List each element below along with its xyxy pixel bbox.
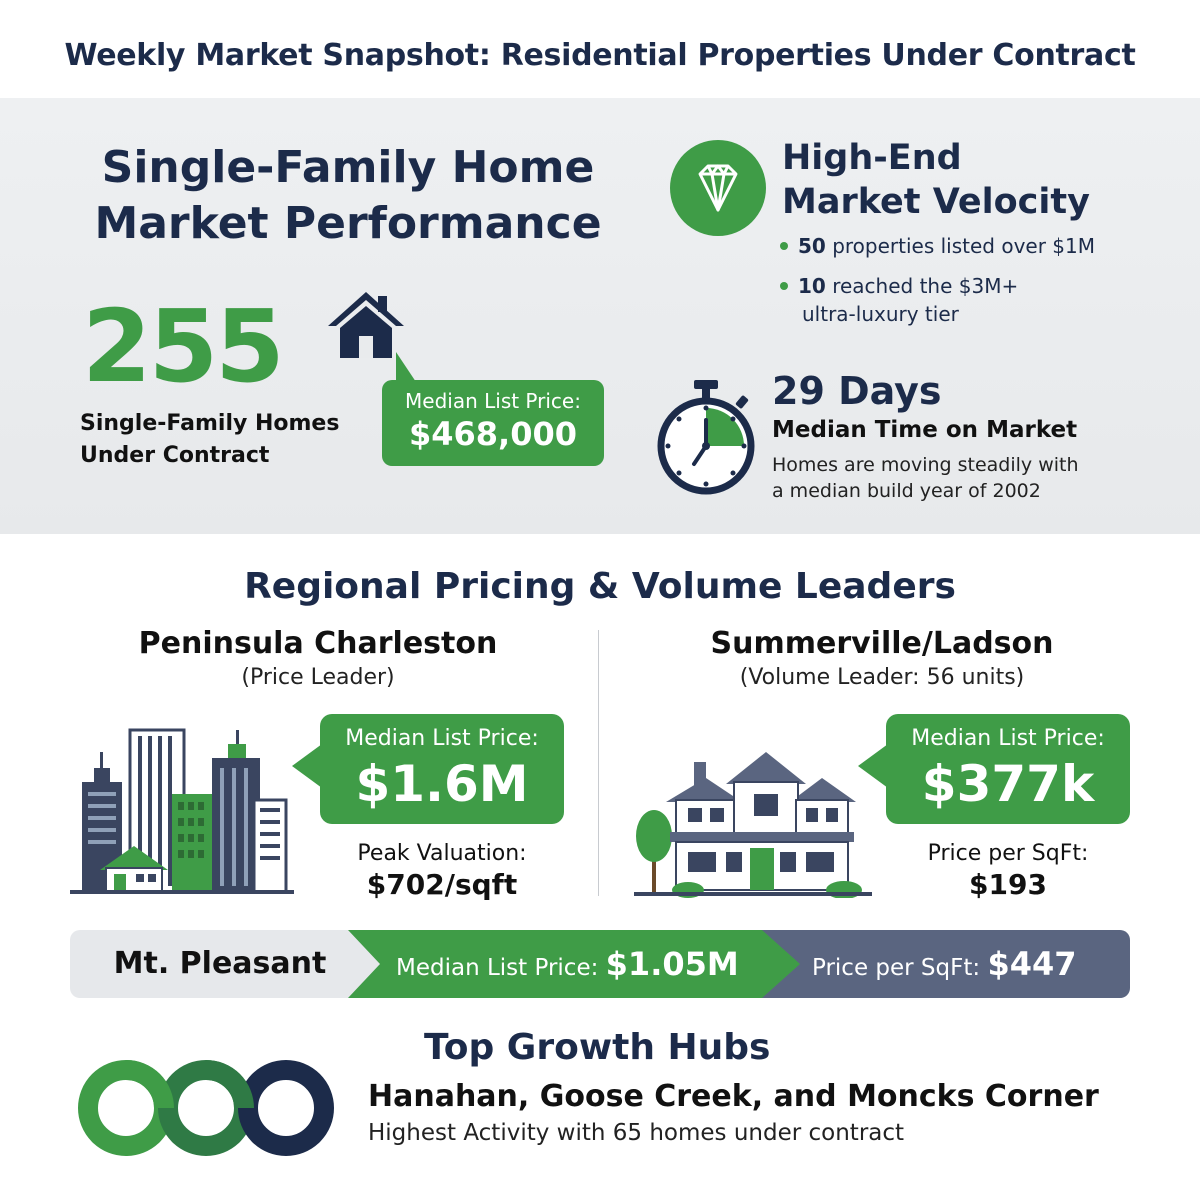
mt-pleasant-sqft-label: Price per SqFt: bbox=[812, 955, 988, 981]
single-family-heading: Single-Family Home Market Performance bbox=[68, 140, 628, 252]
high-end-heading-line1: High-End bbox=[782, 138, 962, 178]
peninsula-metric-label: Peak Valuation: bbox=[357, 841, 527, 866]
single-family-count: 255 bbox=[82, 288, 285, 405]
bullet1-value: 50 bbox=[798, 234, 826, 258]
mt-pleasant-arrows bbox=[348, 930, 1130, 998]
peninsula-price-bubble: Median List Price: $1.6M bbox=[320, 714, 564, 824]
summerville-metric-label: Price per SqFt: bbox=[927, 841, 1089, 866]
bullet1-text: properties listed over $1M bbox=[825, 234, 1096, 258]
count-label-line2: Under Contract bbox=[80, 443, 270, 468]
high-end-bullet-2-continued: ultra-luxury tier bbox=[802, 302, 959, 326]
stopwatch-icon bbox=[657, 380, 755, 495]
suburban-house-icon bbox=[634, 752, 872, 898]
median-price-label: Median List Price: bbox=[405, 389, 581, 413]
high-end-heading: High-End Market Velocity bbox=[782, 136, 1090, 224]
peninsula-bubble-tail bbox=[292, 744, 322, 788]
house-icon bbox=[328, 292, 404, 358]
mt-pleasant-sqft: Price per SqFt: $447 bbox=[812, 930, 1077, 998]
peninsula-metric-value: $702/sqft bbox=[366, 868, 518, 901]
summerville-metric-value: $193 bbox=[969, 868, 1047, 901]
bullet-dot bbox=[780, 281, 788, 290]
bullet2-text: reached the $3M+ bbox=[825, 274, 1019, 298]
peninsula-subtitle: (Price Leader) bbox=[241, 665, 395, 690]
growth-heading: Top Growth Hubs bbox=[424, 1027, 771, 1068]
high-end-bullet-1: 50 properties listed over $1M bbox=[780, 232, 1095, 260]
growth-description: Highest Activity with 65 homes under con… bbox=[368, 1120, 905, 1146]
diamond-icon bbox=[670, 140, 766, 236]
median-price-value: $468,000 bbox=[408, 415, 577, 453]
single-family-heading-line1: Single-Family Home bbox=[101, 142, 595, 193]
page-title: Weekly Market Snapshot: Residential Prop… bbox=[64, 38, 1136, 73]
summerville-price-value: $377k bbox=[921, 755, 1095, 813]
count-label-line1: Single-Family Homes bbox=[80, 411, 340, 436]
high-end-bullet-2: 10 reached the $3M+ bbox=[780, 272, 1018, 300]
days-desc-line1: Homes are moving steadily with bbox=[772, 454, 1079, 476]
mt-pleasant-name: Mt. Pleasant bbox=[113, 946, 327, 981]
median-price-bubble: Median List Price: $468,000 bbox=[382, 380, 604, 466]
peninsula-price-value: $1.6M bbox=[355, 755, 529, 813]
single-family-heading-line2: Market Performance bbox=[94, 198, 602, 249]
mt-pleasant-sqft-value: $447 bbox=[987, 945, 1077, 983]
summerville-price-label: Median List Price: bbox=[911, 726, 1105, 751]
section-divider bbox=[598, 630, 599, 896]
mt-pleasant-price-value: $1.05M bbox=[605, 945, 739, 983]
single-family-count-label: Single-Family Homes Under Contract bbox=[80, 408, 339, 472]
summerville-price-bubble: Median List Price: $377k bbox=[886, 714, 1130, 824]
mt-pleasant-price: Median List Price: $1.05M bbox=[396, 930, 739, 998]
days-desc-line2: a median build year of 2002 bbox=[772, 480, 1041, 502]
peninsula-name: Peninsula Charleston bbox=[138, 626, 498, 661]
bullet-dot bbox=[780, 241, 788, 250]
price-bubble-tail bbox=[396, 352, 416, 382]
days-on-market-value: 29 Days bbox=[772, 369, 942, 413]
summerville-subtitle: (Volume Leader: 56 units) bbox=[739, 665, 1025, 690]
city-buildings-icon bbox=[70, 728, 294, 894]
mt-pleasant-price-label: Median List Price: bbox=[396, 955, 606, 981]
summerville-name: Summerville/Ladson bbox=[710, 626, 1054, 661]
growth-places: Hanahan, Goose Creek, and Moncks Corner bbox=[368, 1079, 1099, 1114]
peninsula-price-label: Median List Price: bbox=[345, 726, 539, 751]
days-on-market-label: Median Time on Market bbox=[772, 417, 1078, 443]
bullet2-value: 10 bbox=[798, 274, 826, 298]
high-end-heading-line2: Market Velocity bbox=[782, 182, 1090, 222]
days-on-market-description: Homes are moving steadily with a median … bbox=[772, 452, 1152, 504]
rings-icon bbox=[78, 1060, 334, 1156]
summerville-bubble-tail bbox=[858, 744, 888, 788]
regional-heading: Regional Pricing & Volume Leaders bbox=[244, 566, 956, 607]
